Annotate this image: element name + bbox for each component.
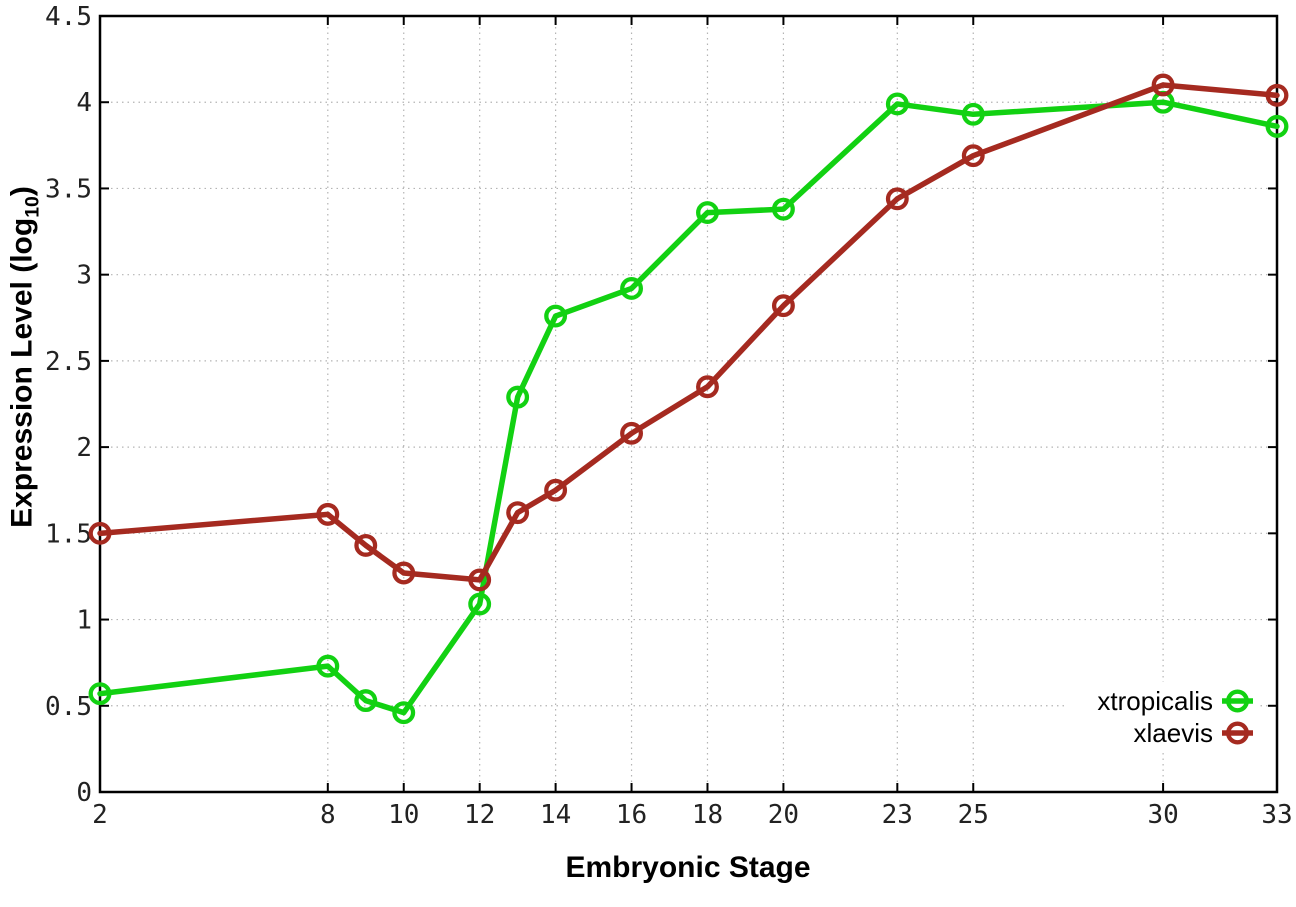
y-tick-label: 1 [76, 606, 92, 636]
x-tick-label: 18 [692, 800, 723, 830]
y-tick-label: 3.5 [45, 174, 92, 204]
x-axis-title: Embryonic Stage [565, 851, 811, 884]
data-point-xlaevis [544, 478, 568, 502]
data-point-xtropicalis [961, 102, 985, 126]
plot-border [98, 14, 1279, 794]
y-tick-label: 1.5 [45, 519, 92, 549]
y-axis-title: Expression Level (log10) [6, 186, 45, 528]
y-tick-label: 2.5 [45, 347, 92, 377]
y-tick-label: 2 [76, 433, 92, 463]
x-tick-label: 12 [464, 800, 495, 830]
x-tick-label: 8 [320, 800, 336, 830]
legend-label-xtropicalis: xtropicalis [1097, 686, 1213, 716]
data-point-xlaevis [1151, 73, 1175, 97]
x-tick-label: 10 [388, 800, 419, 830]
x-tick-label: 20 [768, 800, 799, 830]
y-tick-label: 0 [76, 778, 92, 808]
x-tick-label: 14 [540, 800, 571, 830]
data-point-xlaevis [88, 521, 112, 545]
data-point-xtropicalis [316, 654, 340, 678]
data-point-xlaevis [620, 421, 643, 445]
legend-marker-xtropicalis [1226, 689, 1249, 713]
y-tick-label: 3 [76, 261, 92, 291]
x-tick-label: 16 [616, 800, 647, 830]
data-point-xtropicalis [506, 385, 530, 409]
data-point-xtropicalis [354, 689, 378, 713]
data-point-xtropicalis [696, 201, 719, 225]
data-point-xlaevis [316, 502, 340, 526]
data-point-xlaevis [696, 375, 719, 399]
data-point-xtropicalis [468, 592, 492, 616]
x-tick-label: 33 [1261, 800, 1292, 830]
data-point-xtropicalis [88, 682, 112, 706]
x-tick-label: 23 [882, 800, 913, 830]
y-axis-title-close: ) [5, 186, 39, 197]
legend-background [1068, 682, 1260, 752]
y-tick-label: 0.5 [45, 692, 92, 722]
series-line-xtropicalis [97, 99, 1280, 716]
data-point-xlaevis [961, 144, 985, 168]
data-point-xtropicalis [1265, 114, 1289, 138]
y-axis-title-text: Expression Level (log [5, 217, 39, 528]
y-tick-label: 4.5 [45, 2, 92, 32]
data-point-xtropicalis [771, 197, 795, 221]
legend-marker-xlaevis [1226, 721, 1249, 745]
y-tick-label: 4 [76, 88, 92, 118]
y-axis-title-subscript: 10 [21, 196, 44, 218]
data-point-xlaevis [506, 501, 530, 525]
x-tick-label: 2 [92, 800, 108, 830]
data-point-xlaevis [885, 187, 909, 211]
legend-label-xlaevis: xlaevis [1134, 718, 1213, 748]
data-point-xlaevis [1265, 83, 1289, 107]
data-point-xlaevis [392, 561, 416, 585]
series-line-xlaevis [97, 82, 1280, 583]
data-point-xtropicalis [620, 277, 643, 300]
data-point-xlaevis [771, 294, 795, 318]
x-tick-label: 25 [958, 800, 989, 830]
x-tick-label: 30 [1147, 800, 1178, 830]
data-point-xtropicalis [392, 701, 416, 725]
data-point-xtropicalis [544, 304, 568, 328]
data-point-xlaevis [354, 533, 378, 557]
data-point-xlaevis [468, 568, 492, 592]
data-point-xtropicalis [885, 92, 909, 116]
